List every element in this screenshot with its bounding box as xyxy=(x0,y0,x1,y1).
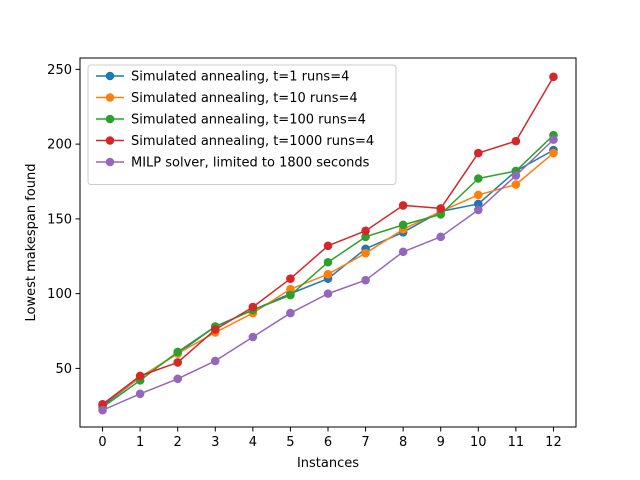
data-point xyxy=(173,347,182,357)
data-point xyxy=(511,171,521,180)
data-point xyxy=(135,371,145,381)
data-point xyxy=(361,248,370,258)
legend-item: Simulated annealing, t=1 runs=4 xyxy=(96,70,349,85)
series-layer xyxy=(98,72,558,415)
x-axis-label: Instances xyxy=(297,456,359,471)
data-point xyxy=(210,325,220,334)
legend-label: Simulated annealing, t=10 runs=4 xyxy=(131,91,358,106)
data-point xyxy=(98,405,107,415)
legend-item: Simulated annealing, t=100 runs=4 xyxy=(96,113,366,128)
data-point xyxy=(511,136,521,146)
legend-item: MILP solver, limited to 1800 seconds xyxy=(96,156,370,171)
data-point xyxy=(210,356,220,366)
legend-swatch-marker xyxy=(105,71,115,81)
data-point xyxy=(173,374,182,384)
data-point xyxy=(474,148,483,158)
legend-label: MILP solver, limited to 1800 seconds xyxy=(131,156,370,171)
x-tick-label: 11 xyxy=(508,435,525,450)
legend-item: Simulated annealing, t=10 runs=4 xyxy=(96,91,358,106)
legend-box xyxy=(87,64,397,185)
legend-item: Simulated annealing, t=1000 runs=4 xyxy=(96,134,374,149)
data-point xyxy=(286,290,295,300)
x-tick-label: 10 xyxy=(470,435,487,450)
y-axis-label: Lowest makespan found xyxy=(24,164,39,322)
y-tick-label: 100 xyxy=(47,287,72,302)
data-point xyxy=(398,247,408,257)
x-tick-label: 9 xyxy=(437,435,445,450)
data-point xyxy=(248,302,258,312)
data-point xyxy=(474,190,483,200)
data-point xyxy=(549,148,558,158)
data-point xyxy=(474,199,483,209)
data-point xyxy=(511,180,521,189)
y-axis-ticks: 50 100 150 200 250 xyxy=(47,63,80,377)
data-point xyxy=(98,399,107,409)
data-point xyxy=(398,220,408,230)
x-tick-label: 1 xyxy=(136,435,144,450)
legend-label: Simulated annealing, t=1000 runs=4 xyxy=(131,134,374,149)
data-point xyxy=(286,274,295,283)
data-point xyxy=(323,269,333,279)
legend: Simulated annealing, t=1 runs=4 Simulated… xyxy=(87,64,397,185)
x-tick-label: 0 xyxy=(98,435,106,450)
data-point xyxy=(436,204,446,213)
y-tick-label: 50 xyxy=(55,362,72,377)
legend-swatch-marker xyxy=(105,114,115,124)
data-point xyxy=(474,205,483,215)
data-point xyxy=(286,284,295,294)
series-3 xyxy=(98,72,558,409)
data-point xyxy=(398,201,408,210)
data-point xyxy=(173,358,182,367)
x-tick-label: 4 xyxy=(249,435,257,450)
legend-label: Simulated annealing, t=1 runs=4 xyxy=(131,70,349,85)
data-point xyxy=(286,308,295,318)
x-tick-label: 3 xyxy=(211,435,219,450)
data-point xyxy=(361,232,370,242)
series-4 xyxy=(98,135,558,415)
data-point xyxy=(361,275,370,285)
data-point xyxy=(323,257,333,267)
data-point xyxy=(436,232,446,242)
y-tick-label: 250 xyxy=(47,63,72,78)
x-tick-label: 2 xyxy=(174,435,182,450)
x-tick-label: 5 xyxy=(286,435,294,450)
x-tick-label: 7 xyxy=(361,435,369,450)
data-point xyxy=(361,226,370,236)
x-tick-label: 12 xyxy=(545,435,562,450)
data-point xyxy=(135,389,145,399)
data-point xyxy=(248,332,258,342)
y-tick-label: 150 xyxy=(47,212,72,227)
legend-swatch-marker xyxy=(105,157,115,167)
legend-swatch-marker xyxy=(105,93,115,102)
data-point xyxy=(474,174,483,183)
legend-swatch-marker xyxy=(105,136,115,145)
x-tick-label: 6 xyxy=(324,435,332,450)
data-point xyxy=(323,289,333,298)
data-point xyxy=(436,210,446,219)
data-point xyxy=(549,72,558,82)
y-tick-label: 200 xyxy=(47,138,72,153)
x-tick-label: 8 xyxy=(399,435,407,450)
legend-label: Simulated annealing, t=100 runs=4 xyxy=(131,113,366,128)
data-point xyxy=(549,135,558,144)
data-point xyxy=(323,241,333,251)
x-axis-ticks: 0 1 2 3 4 5 6 7 8 9 10 11 12 xyxy=(98,427,562,450)
